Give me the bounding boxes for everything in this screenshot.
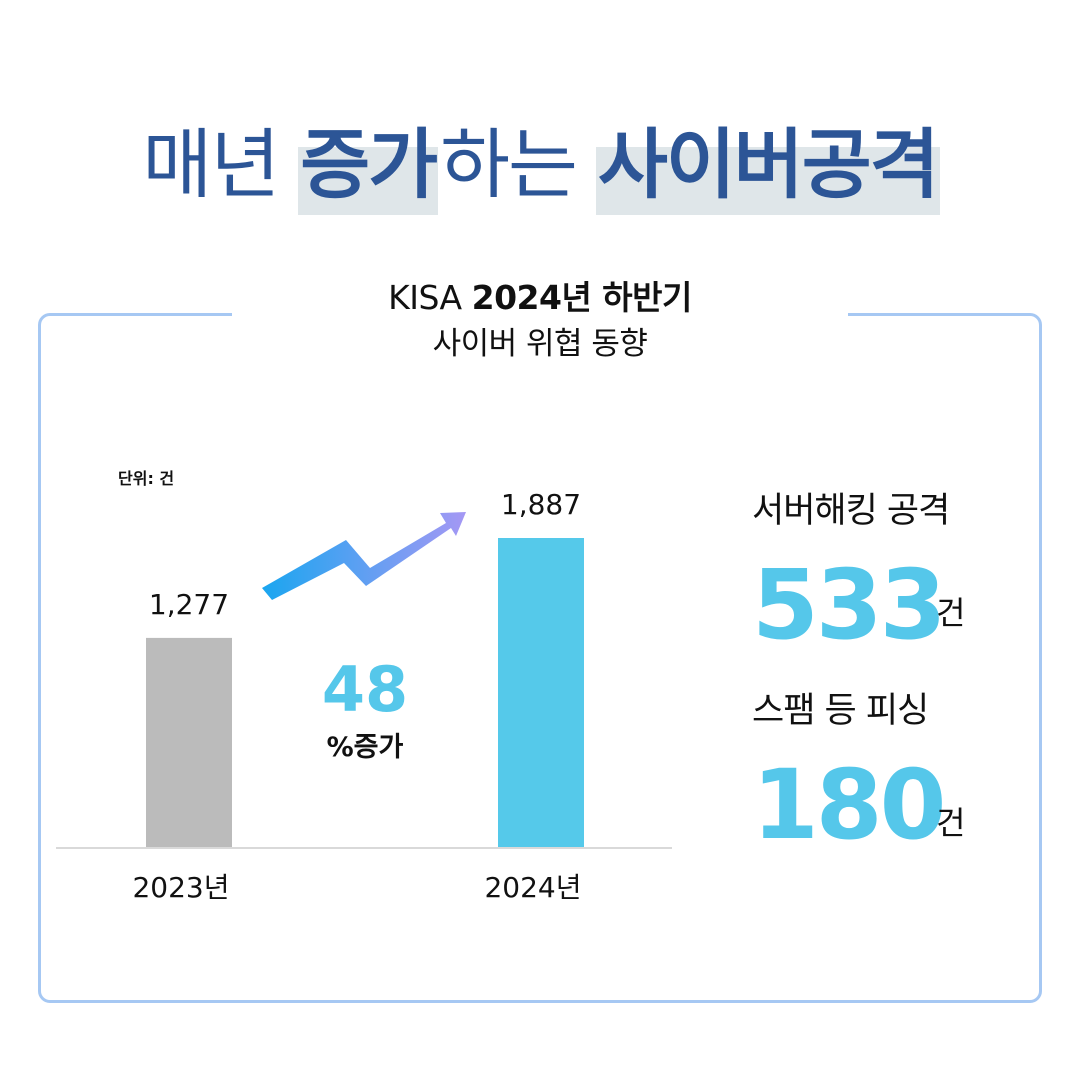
headline-part-1: 매년 (142, 120, 280, 209)
stat-unit-server-hacking: 건 (936, 594, 966, 632)
panel-subtitle: 사이버 위협 동향 (432, 326, 648, 362)
panel-title-prefix: KISA (388, 278, 462, 317)
bar-value-label: 1,887 (500, 488, 582, 521)
x-tick-label: 2024년 (484, 871, 582, 904)
unit-label: 단위: 건 (118, 469, 175, 488)
headline-part-2: 하는 (440, 120, 578, 209)
stat-value-server-hacking: 533 (752, 549, 946, 661)
bar-value-label: 1,277 (148, 587, 230, 621)
panel-title-line-1: KISA 2024년 하반기 (232, 272, 848, 324)
panel-title: KISA 2024년 하반기 사이버 위협 동향 (232, 272, 848, 372)
stat-label-phishing: 스팸 등 피싱 (752, 691, 929, 731)
bar-0 (146, 637, 232, 847)
increase-value: 48 (321, 653, 409, 726)
headline-highlight-1: 증가 (298, 115, 439, 215)
growth-arrow-icon (262, 512, 466, 600)
headline-highlight-2: 사이버공격 (595, 115, 940, 215)
stat-unit-phishing: 건 (936, 804, 966, 842)
headline: 매년 증가 하는 사이버공격 (0, 105, 1080, 215)
stat-label-server-hacking: 서버해킹 공격 (752, 491, 950, 531)
panel-title-bold: 2024년 하반기 (471, 278, 693, 317)
increase-label: %증가 (326, 732, 404, 763)
x-tick-label: 2023년 (132, 871, 230, 904)
stat-value-phishing: 180 (752, 749, 946, 861)
bar-1 (498, 538, 584, 847)
